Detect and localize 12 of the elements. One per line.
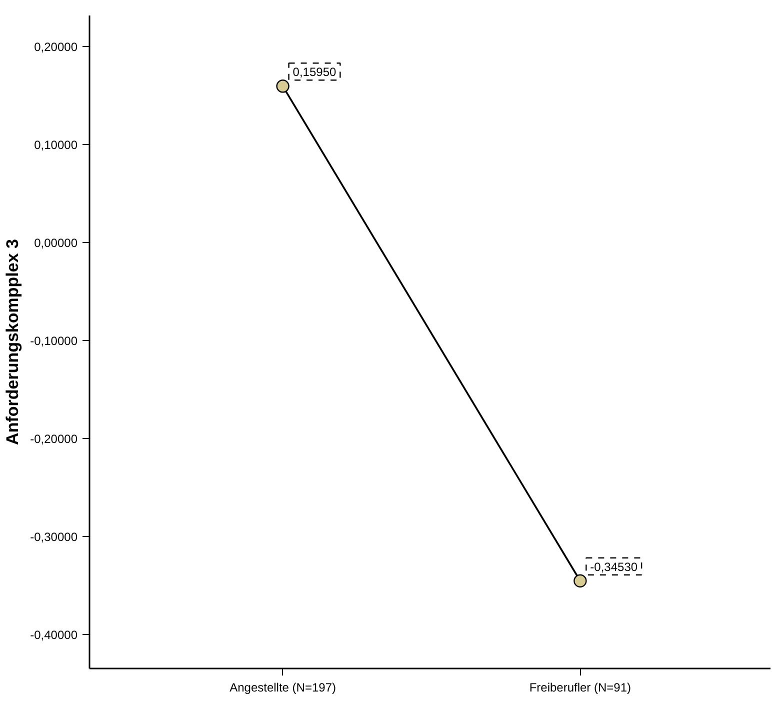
y-tick-label: 0,20000 [34, 40, 78, 54]
y-tick-label: -0,40000 [30, 628, 78, 642]
y-tick-label: 0,10000 [34, 138, 78, 152]
y-tick-label: 0,00000 [34, 236, 78, 250]
y-tick-label: -0,30000 [30, 530, 78, 544]
y-axis-title: Anforderungskompplex 3 [3, 239, 22, 445]
data-label: -0,34530 [590, 560, 638, 574]
y-tick-label: -0,10000 [30, 334, 78, 348]
x-tick-label: Freiberufler (N=91) [529, 680, 632, 694]
x-tick-label: Angestellte (N=197) [230, 680, 336, 694]
y-tick-label: -0,20000 [30, 432, 78, 446]
data-label: 0,15950 [292, 65, 336, 80]
